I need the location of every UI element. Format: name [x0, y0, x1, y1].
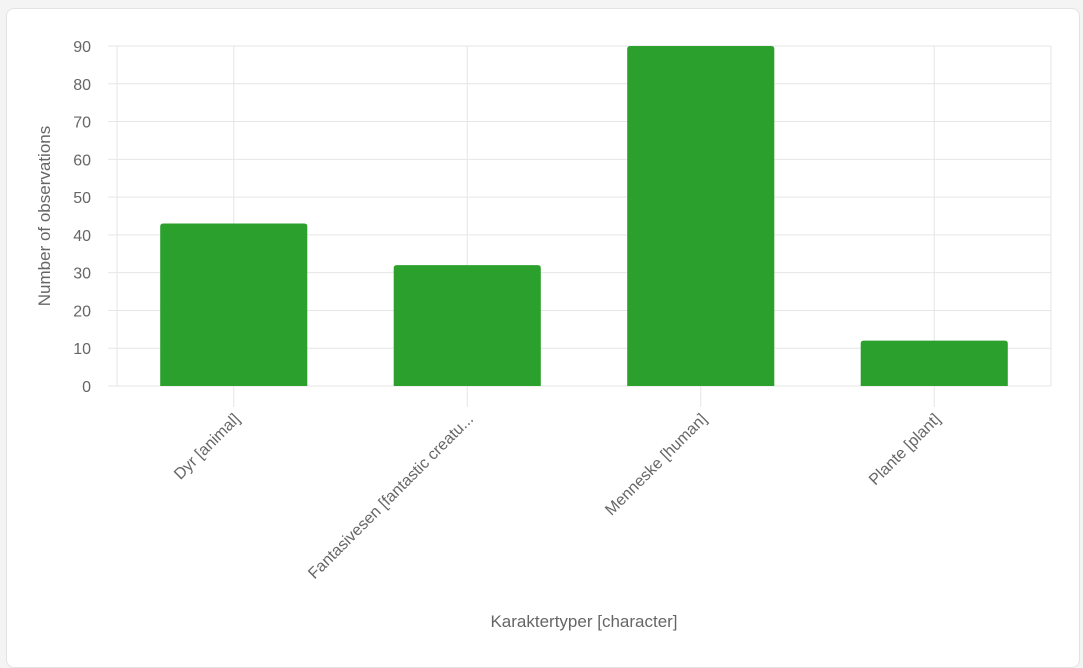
y-axis-title: Number of observations [35, 126, 54, 306]
y-tick-label: 60 [73, 152, 91, 169]
x-tick-label: Dyr [animal] [171, 411, 243, 483]
y-tick-label: 90 [73, 39, 91, 56]
y-tick-label: 20 [73, 303, 91, 320]
bars [160, 46, 1008, 386]
y-tick-label: 50 [73, 190, 91, 207]
bar [160, 223, 308, 386]
y-tick-label: 80 [73, 77, 91, 94]
y-tick-label: 70 [73, 115, 91, 132]
x-tick-label: Plante [plant] [866, 411, 944, 489]
x-axis-title: Karaktertyper [character] [490, 612, 677, 631]
y-tick-label: 30 [73, 266, 91, 283]
x-tick-labels: Dyr [animal] Fantasivesen [fantastic crea… [171, 411, 944, 583]
y-tick-labels: 0 10 20 30 40 50 60 70 80 90 [73, 39, 91, 396]
y-tick-label: 40 [73, 228, 91, 245]
bar [860, 340, 1008, 386]
y-tick-label: 10 [73, 341, 91, 358]
x-tick-label: Fantasivesen [fantastic creatu... [305, 411, 477, 583]
y-tick-label: 0 [82, 379, 91, 396]
x-tick-label: Menneske [human] [602, 411, 710, 519]
bar [627, 46, 775, 386]
bar [393, 265, 541, 386]
bar-chart: 0 10 20 30 40 50 60 70 80 90 Dyr [animal] Fantasiv… [35, 39, 1052, 631]
